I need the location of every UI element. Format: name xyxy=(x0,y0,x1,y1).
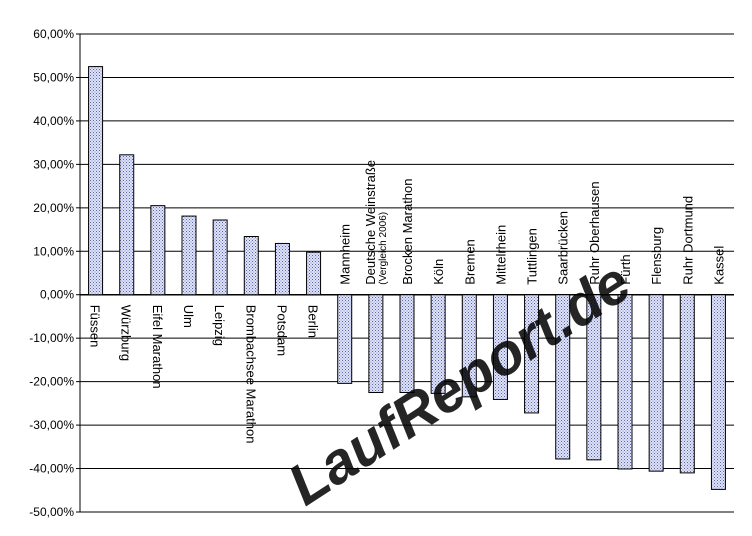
category-label: Fürth xyxy=(618,254,633,284)
bar xyxy=(368,294,384,393)
bar xyxy=(212,219,228,296)
bar xyxy=(492,294,508,400)
bar xyxy=(337,294,353,384)
bar xyxy=(88,66,104,296)
category-labels: Füssen Würzburg Eifel Marathon Ulm Leipzig Br… xyxy=(88,160,727,444)
bar xyxy=(274,242,290,296)
bar xyxy=(399,294,415,393)
category-label: Berlin xyxy=(306,305,321,338)
y-tick-label: -20,00% xyxy=(29,375,74,389)
y-tick-label: -30,00% xyxy=(29,418,74,432)
y-axis-tick-labels: 60,00% 50,00% 40,00% 30,00% 20,00% 10,00% 0,00… xyxy=(29,27,74,519)
bar xyxy=(430,294,446,394)
y-tick-label: -50,00% xyxy=(29,505,74,519)
bar xyxy=(524,294,540,414)
y-tick-label: 0,00% xyxy=(40,288,74,302)
category-label: Ruhr Dortmund xyxy=(680,196,695,285)
category-label: Kassel xyxy=(711,246,726,285)
bar xyxy=(243,235,259,296)
y-tick-label: 10,00% xyxy=(33,244,74,258)
bar xyxy=(648,294,664,472)
bars xyxy=(88,66,726,490)
category-label: Würzburg xyxy=(119,305,134,361)
category-label: Saarbrücken xyxy=(556,211,571,285)
bar xyxy=(181,215,197,296)
y-tick-label: 40,00% xyxy=(33,114,74,128)
category-label: Leipzig xyxy=(212,305,227,346)
category-label: Mannheim xyxy=(338,224,353,285)
y-tick-label: -10,00% xyxy=(29,331,74,345)
bar xyxy=(586,294,602,461)
category-label: Flensburg xyxy=(649,227,664,285)
bar xyxy=(679,294,695,474)
category-label: Bremen xyxy=(462,239,477,285)
category-label: Brocken Marathon xyxy=(400,178,415,284)
bar xyxy=(617,294,633,470)
category-label: Tuttlingen xyxy=(525,228,540,285)
y-tick-label: -40,00% xyxy=(29,462,74,476)
y-tick-label: 30,00% xyxy=(33,157,74,171)
category-label: Eifel Marathon xyxy=(150,305,165,389)
y-tick-label: 50,00% xyxy=(33,70,74,84)
bar xyxy=(150,205,166,296)
category-label: Köln xyxy=(431,259,446,285)
bar xyxy=(555,294,571,460)
category-label: Mittelrhein xyxy=(493,225,508,285)
category-label: Ulm xyxy=(181,305,196,328)
category-note: (Vergleich 2006) xyxy=(378,212,389,285)
category-label: Brombachsee Marathon xyxy=(243,305,258,444)
category-label: Potsdam xyxy=(274,305,289,356)
y-tick-label: 20,00% xyxy=(33,201,74,215)
bar xyxy=(119,154,135,296)
y-tick-label: 60,00% xyxy=(33,27,74,41)
category-label: Deutsche Weinstraße xyxy=(363,160,378,285)
bar xyxy=(710,294,726,490)
category-label: Ruhr Oberhausen xyxy=(587,181,602,284)
category-label: Füssen xyxy=(88,305,103,348)
bar xyxy=(461,294,477,398)
bar xyxy=(306,251,322,296)
